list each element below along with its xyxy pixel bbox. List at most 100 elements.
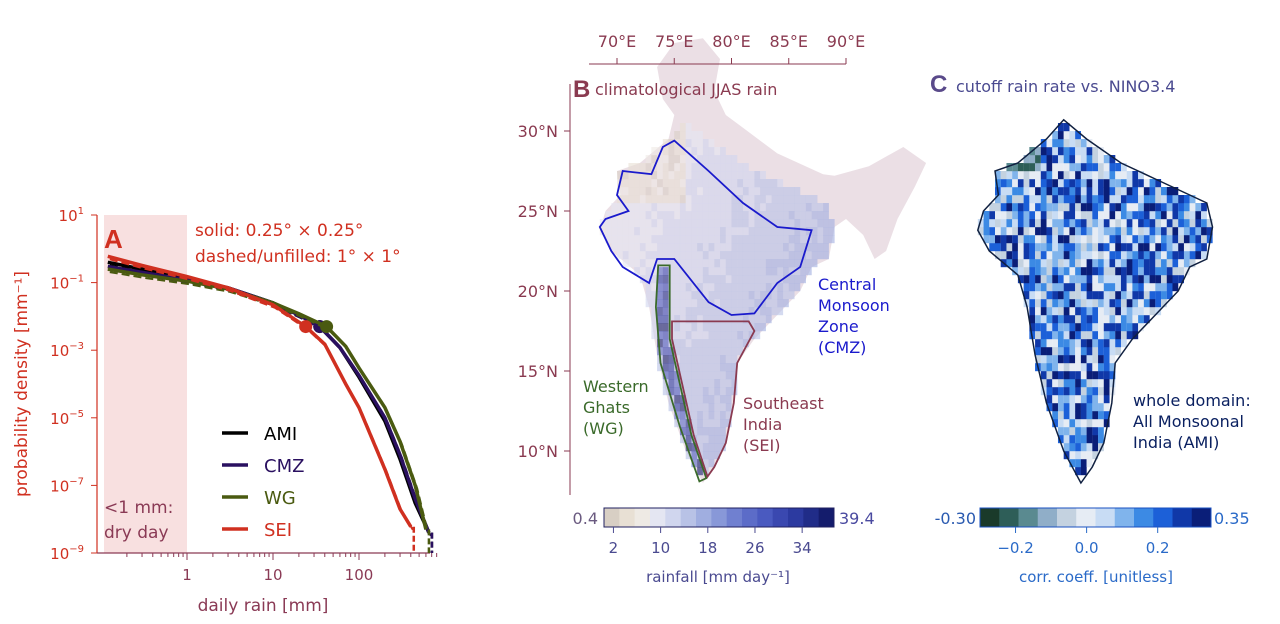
corr-cell <box>1166 195 1173 204</box>
corr-cell <box>1080 243 1087 252</box>
y-tick-label: 10−3 <box>50 341 84 360</box>
rain-cell <box>679 347 686 356</box>
corr-cell <box>1029 243 1036 252</box>
rain-cell <box>714 323 721 332</box>
corr-cell <box>1189 211 1196 220</box>
corr-cell <box>1092 235 1099 244</box>
corr-cell <box>1063 195 1070 204</box>
rain-cell <box>708 195 715 204</box>
rain-cell <box>662 275 669 284</box>
corr-cell <box>1080 387 1087 396</box>
rain-cell <box>657 195 663 204</box>
rain-cell <box>674 347 681 356</box>
corr-cell <box>1183 267 1190 276</box>
corr-cell <box>1092 179 1099 188</box>
corr-cell <box>1069 395 1076 404</box>
rain-cell <box>777 227 784 236</box>
corr-cell <box>1126 227 1133 236</box>
corr-cell <box>1161 235 1167 244</box>
corr-cell <box>1120 331 1127 340</box>
rain-cell <box>662 339 669 348</box>
rain-cell <box>651 243 658 252</box>
rain-cell <box>639 259 646 268</box>
rain-cell <box>645 155 652 164</box>
rain-cell <box>697 323 703 332</box>
corr-cell <box>1098 323 1104 332</box>
rain-cell <box>679 235 686 244</box>
corr-cell <box>1000 227 1007 236</box>
rain-cell <box>679 291 686 300</box>
corr-cell <box>1132 219 1139 228</box>
rain-cell <box>691 411 698 420</box>
corr-cell <box>1138 211 1144 220</box>
cutoff-marker-wg <box>320 320 334 334</box>
corr-cell <box>1161 187 1167 196</box>
rain-cell <box>725 235 732 244</box>
corr-cell <box>1149 227 1156 236</box>
rain-cell <box>731 227 738 236</box>
corr-cell <box>1120 203 1127 212</box>
corr-cell <box>983 219 990 228</box>
corr-cell <box>1000 171 1007 180</box>
rain-cell <box>731 235 738 244</box>
colorbar-c-tick-label: 0.0 <box>1075 539 1099 557</box>
corr-cell <box>1052 147 1059 156</box>
rain-cell <box>628 243 635 252</box>
corr-cell <box>1080 315 1087 324</box>
corr-cell <box>995 243 1001 252</box>
rain-cell <box>697 371 703 380</box>
rain-cell <box>685 243 692 252</box>
colorbar-b-tick-label: 26 <box>745 539 764 557</box>
rain-cell <box>817 243 824 252</box>
corr-cell <box>1138 179 1144 188</box>
rain-cell <box>777 291 784 300</box>
rain-cell <box>639 171 646 180</box>
corr-cell <box>1080 331 1087 340</box>
corr-cell <box>1029 219 1036 228</box>
rain-cell <box>702 443 709 452</box>
corr-cell <box>1080 251 1087 260</box>
corr-cell <box>1052 275 1059 284</box>
rain-cell <box>714 379 721 388</box>
rain-cell <box>657 307 663 316</box>
corr-cell <box>1149 307 1156 316</box>
corr-cell <box>1098 347 1104 356</box>
rain-cell <box>754 299 761 308</box>
corr-cell <box>1080 459 1087 468</box>
rain-cell <box>794 219 801 228</box>
rain-cell <box>788 227 795 236</box>
rain-cell <box>760 259 766 268</box>
rain-cell <box>679 171 686 180</box>
corr-cell <box>1012 171 1018 180</box>
corr-cell <box>1109 195 1116 204</box>
corr-cell <box>1098 275 1104 284</box>
corr-cell <box>1126 315 1133 324</box>
corr-cell <box>1155 251 1162 260</box>
corr-cell <box>1103 203 1110 212</box>
corr-cell <box>1023 171 1030 180</box>
corr-cell <box>1092 227 1099 236</box>
rain-cell <box>725 227 732 236</box>
rain-cell <box>708 163 715 172</box>
corr-cell <box>1138 195 1144 204</box>
corr-cell <box>1086 155 1093 164</box>
corr-cell <box>1086 187 1093 196</box>
rain-cell <box>622 171 629 180</box>
corr-cell <box>1075 211 1081 220</box>
rain-cell <box>657 283 663 292</box>
rain-cell <box>685 155 692 164</box>
rain-cell <box>679 219 686 228</box>
rain-cell <box>714 299 721 308</box>
rain-cell <box>605 227 612 236</box>
rain-cell <box>691 443 698 452</box>
rain-cell <box>725 163 732 172</box>
rain-cell <box>668 403 675 412</box>
corr-cell <box>995 203 1001 212</box>
corr-cell <box>1052 371 1059 380</box>
rain-cell <box>611 243 618 252</box>
corr-cell <box>1115 347 1122 356</box>
corr-cell <box>1057 379 1064 388</box>
rain-cell <box>725 379 732 388</box>
rain-cell <box>679 123 686 132</box>
rain-cell <box>651 147 658 156</box>
